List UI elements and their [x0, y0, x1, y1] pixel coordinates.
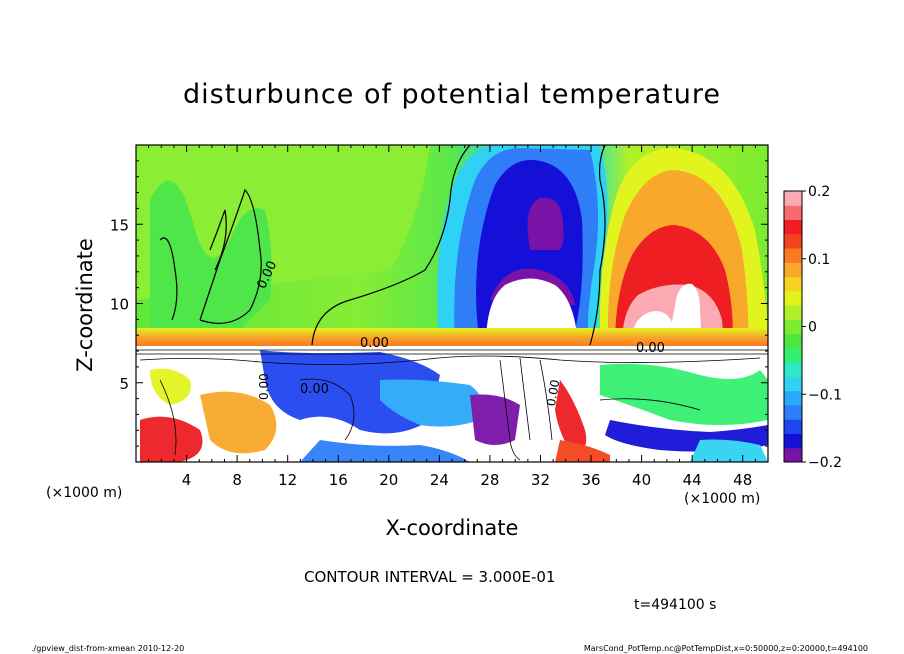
x-tick-label: 32: [531, 471, 550, 489]
x-tick-label: 48: [733, 471, 752, 489]
colorbar-swatch: [784, 305, 802, 320]
y-axis-label: Z-coordinate: [73, 238, 97, 372]
colorbar-swatch: [784, 404, 802, 420]
contour-label: 0.00: [300, 382, 329, 397]
contour-label-group: 0.00 0.00 0.00 0.00 0.00 0.00: [255, 259, 665, 407]
time-text: t=494100 s: [634, 597, 716, 613]
contour-interval-text: CONTOUR INTERVAL = 3.000E-01: [304, 568, 555, 586]
colorbar-tick-label: −0.2: [808, 455, 842, 471]
x-tick-label: 24: [430, 471, 449, 489]
y-tick-label: 5: [119, 375, 129, 393]
x-tick-label: 44: [683, 471, 702, 489]
colorbar-swatch: [784, 248, 802, 263]
y-axis: 5 10 15: [110, 160, 768, 447]
x-tick-label: 16: [329, 471, 348, 489]
y-tick-label: 10: [110, 296, 129, 314]
colorbar-swatch: [784, 276, 802, 292]
x-axis-label: X-coordinate: [386, 516, 519, 540]
colorbar-swatch: [784, 191, 802, 206]
colorbar-tick-label: 0.1: [808, 252, 830, 268]
colorbar-swatch: [784, 376, 802, 392]
x-tick-label: 12: [278, 471, 297, 489]
x-tick-label: 36: [581, 471, 600, 489]
colorbar-swatch: [784, 433, 802, 449]
chart-title: disturbunce of potential temperature: [183, 79, 721, 110]
colorbar: 0.2 0.1 0 −0.1 −0.2: [783, 184, 842, 471]
colorbar-swatch: [784, 319, 802, 335]
colorbar-tick-label: 0.2: [808, 184, 830, 200]
negative-plume-purple-top: [527, 197, 564, 250]
x-tick-label: 4: [182, 471, 192, 489]
colorbar-swatch: [784, 219, 802, 235]
upper-left-green-plume: [150, 180, 272, 330]
colorbar-swatch: [784, 233, 802, 249]
source-file-text: MarsCond_PotTemp.nc@PotTempDist,x=0:5000…: [584, 644, 868, 653]
x-tick-label: 28: [480, 471, 499, 489]
colorbar-swatch: [784, 347, 802, 363]
colorbar-swatch: [784, 205, 802, 221]
x-tick-label: 40: [632, 471, 651, 489]
contour-label: 0.00: [360, 336, 389, 351]
x-unit-label-left: (×1000 m): [46, 485, 122, 501]
contour-label: 0.00: [257, 373, 271, 400]
x-unit-label-right: (×1000 m): [684, 491, 760, 507]
colorbar-swatch: [784, 419, 802, 434]
colorbar-swatch: [784, 290, 802, 306]
script-name-text: ./gpview_dist-from-xmean 2010-12-20: [31, 644, 184, 653]
colorbar-swatch: [784, 362, 802, 377]
colorbar-tick-label: −0.1: [808, 387, 842, 403]
inversion-band: [136, 328, 768, 346]
plot-area: [136, 145, 768, 462]
colorbar-swatch: [784, 390, 802, 406]
colorbar-swatch: [784, 447, 802, 463]
contour-label: 0.00: [636, 341, 665, 356]
y-tick-label: 15: [110, 216, 129, 234]
colorbar-swatch: [784, 262, 802, 278]
x-tick-label: 8: [232, 471, 242, 489]
colorbar-swatch: [784, 333, 802, 349]
colorbar-tick-label: 0: [808, 320, 817, 336]
x-tick-label: 20: [379, 471, 398, 489]
contour-label: 0.00: [544, 379, 562, 408]
lower-turbulent-patches: [140, 350, 768, 462]
lower-contours: [136, 349, 768, 461]
zero-contours: [159, 145, 606, 346]
x-axis: 4 8 12 16 20 24 28 32 36 40 44 48: [148, 145, 756, 489]
